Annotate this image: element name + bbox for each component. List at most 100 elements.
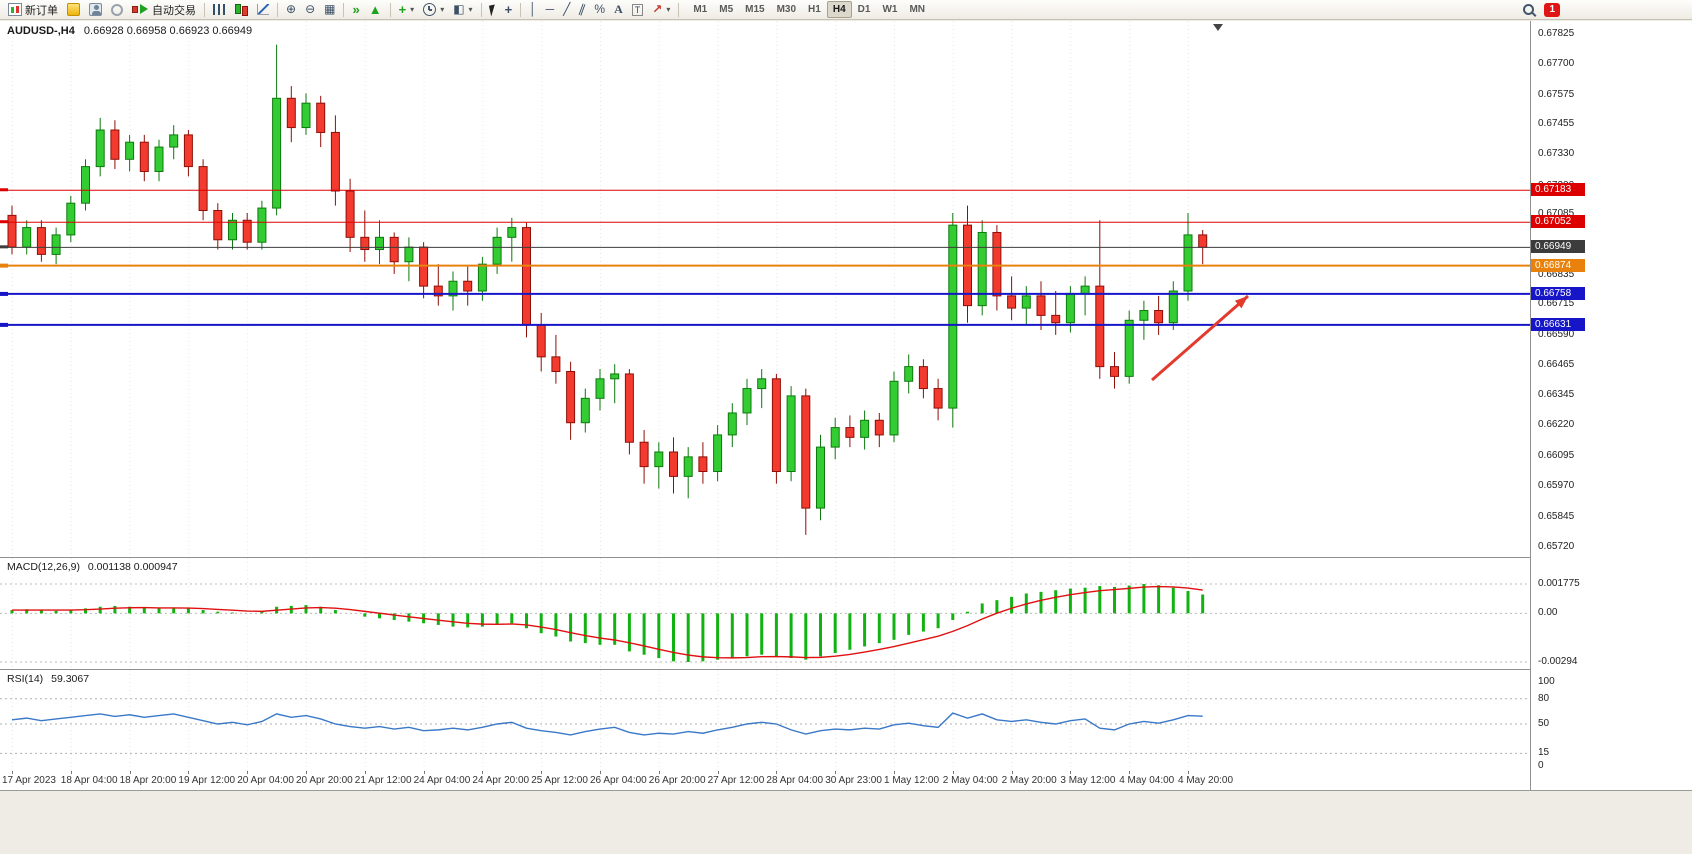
label-button[interactable]: T — [628, 0, 648, 19]
time-label: 20 Apr 04:00 — [237, 775, 294, 786]
candle-body — [1036, 295, 1046, 316]
timeframe-w1[interactable]: W1 — [882, 4, 898, 15]
signals-icon — [111, 3, 123, 16]
zoom-in-icon: ⊕ — [286, 2, 297, 16]
toolbar-separator — [480, 2, 482, 17]
chart-shift-marker[interactable] — [1213, 24, 1223, 31]
bar-chart-button[interactable] — [209, 0, 229, 19]
candlestick-chart-button[interactable] — [230, 0, 252, 19]
price-chart-panel[interactable]: AUDUSD-,H4 0.66928 0.66958 0.66923 0.669… — [0, 21, 1530, 558]
line-handle[interactable] — [0, 220, 8, 224]
macd-panel[interactable]: MACD(12,26,9) 0.001138 0.000947 — [0, 558, 1530, 670]
timeframe-h4[interactable]: H4 — [826, 1, 852, 18]
macd-axis-tick: -0.00294 — [1538, 656, 1578, 667]
arrows-tool-button[interactable]: ↗ ▾ — [648, 0, 674, 19]
price-tick: 0.67330 — [1538, 148, 1575, 160]
vertical-line-button[interactable]: │ — [525, 0, 541, 19]
candle-body — [1080, 285, 1090, 294]
chart-shift-icon: ▲ — [368, 2, 382, 17]
line-handle[interactable] — [0, 291, 8, 296]
trendline-button[interactable]: ╱ — [559, 0, 574, 19]
trend-arrow[interactable] — [1151, 294, 1249, 382]
rsi-label: RSI(14) 59.3067 — [7, 673, 89, 685]
candle-body — [1198, 234, 1208, 248]
text-button[interactable]: A — [610, 0, 627, 19]
candle-body — [183, 134, 193, 168]
price-tick: 0.66835 — [1538, 269, 1575, 281]
candlestick-icon — [234, 3, 248, 16]
candle-body — [522, 227, 531, 326]
candle-body — [507, 227, 517, 238]
line-handle[interactable] — [0, 263, 8, 268]
horizontal-line-button[interactable]: ─ — [542, 0, 559, 19]
rsi-panel[interactable]: RSI(14) 59.3067 — [0, 670, 1530, 772]
time-tick — [70, 771, 72, 774]
timeframe-m15[interactable]: M15 — [745, 4, 765, 15]
template-button[interactable]: ◧ ▾ — [449, 0, 476, 19]
timeframe-mn[interactable]: MN — [909, 4, 925, 15]
candlestick-chart[interactable] — [0, 21, 1530, 557]
candle-body — [95, 129, 105, 168]
bar-chart-icon — [213, 4, 225, 15]
new-order-button[interactable]: 新订单 — [4, 0, 62, 19]
candle-body — [757, 378, 767, 390]
period-button[interactable]: ▾ — [419, 0, 448, 19]
auto-trading-button[interactable]: 自动交易 — [128, 0, 200, 19]
fibonacci-button[interactable]: % — [590, 0, 609, 19]
toolbar-separator — [343, 2, 345, 17]
channel-button[interactable]: ∥ — [575, 0, 589, 19]
signals-button[interactable] — [107, 0, 127, 19]
candle-body — [198, 166, 208, 212]
line-handle[interactable] — [0, 245, 8, 249]
line-handle[interactable] — [0, 188, 8, 192]
tile-windows-icon: ▦ — [324, 2, 336, 16]
crosshair-button[interactable]: + — [501, 0, 517, 19]
candle-body — [816, 446, 825, 509]
profile-button[interactable] — [85, 0, 106, 19]
macd-label: MACD(12,26,9) 0.001138 0.000947 — [7, 561, 178, 573]
time-axis[interactable]: 17 Apr 2023 18 Apr 04:00 18 Apr 20:00 19 Ap… — [0, 771, 1530, 790]
timeframe-h1[interactable]: H1 — [808, 4, 821, 15]
auto-trading-icon — [132, 3, 149, 16]
zoom-out-icon: ⊖ — [305, 2, 316, 16]
auto-scroll-button[interactable]: » — [348, 0, 363, 19]
price-axis[interactable]: 0.678250.677000.675750.674550.673300.672… — [1530, 21, 1692, 790]
timeframe-d1[interactable]: D1 — [857, 4, 871, 15]
timeframe-m1[interactable]: M1 — [693, 4, 708, 15]
timeframe-m5[interactable]: M5 — [719, 4, 734, 15]
indicators-icon: + — [398, 2, 407, 17]
macd-axis-tick: 0.001775 — [1538, 578, 1580, 589]
cursor-button[interactable] — [486, 0, 500, 19]
notification-badge[interactable]: 1 — [1544, 2, 1560, 17]
price-tick: 0.67825 — [1538, 27, 1575, 39]
tile-windows-button[interactable]: ▦ — [320, 0, 339, 19]
timeframe-m30[interactable]: M30 — [776, 4, 797, 15]
toolbar-separator — [520, 2, 522, 17]
time-tick — [952, 771, 954, 774]
candle-body — [272, 97, 282, 209]
marketplace-button[interactable] — [63, 0, 84, 19]
search-icon[interactable] — [1523, 4, 1535, 15]
time-tick — [482, 771, 484, 774]
time-label: 25 Apr 12:00 — [531, 775, 588, 786]
line-chart-button[interactable] — [253, 0, 273, 19]
candle-body — [257, 207, 267, 243]
price-tick: 0.66590 — [1538, 328, 1575, 340]
price-tick: 0.65845 — [1538, 510, 1575, 522]
time-label: 20 Apr 20:00 — [296, 775, 353, 786]
line-chart-icon — [257, 4, 269, 15]
candle-body — [154, 146, 164, 172]
indicators-button[interactable]: + ▾ — [395, 0, 419, 19]
zoom-in-button[interactable]: ⊕ — [282, 0, 300, 19]
candle-body — [639, 441, 649, 468]
time-tick — [1129, 771, 1131, 774]
time-label: 4 May 04:00 — [1119, 775, 1175, 786]
chart-shift-button[interactable]: ▲ — [365, 0, 386, 19]
auto-trading-label: 自动交易 — [152, 4, 196, 17]
timeframe-group: M1 M5 M15 M30 H1 H4 D1 W1 MN — [687, 1, 931, 18]
line-handle[interactable] — [0, 322, 8, 327]
zoom-out-button[interactable]: ⊖ — [301, 0, 319, 19]
price-tick: 0.67575 — [1538, 88, 1575, 100]
candle-body — [404, 246, 414, 263]
